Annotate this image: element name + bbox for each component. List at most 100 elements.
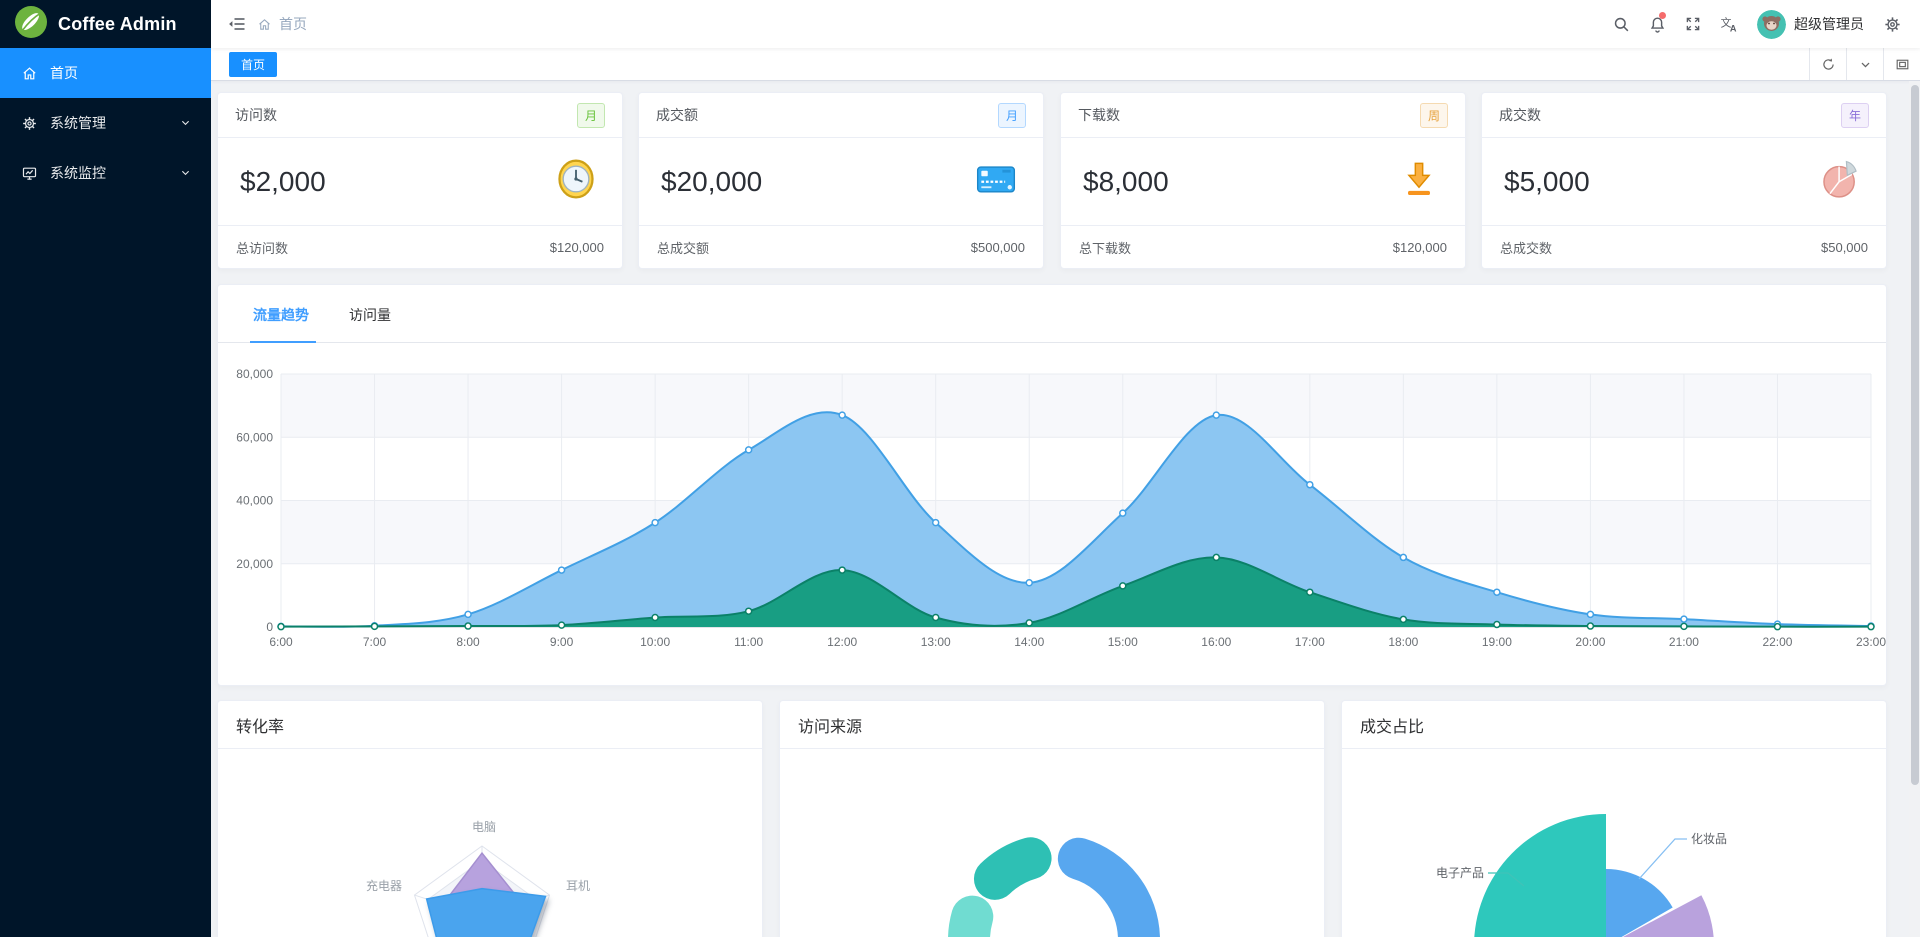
scrollbar-thumb[interactable]	[1911, 85, 1919, 785]
stat-value: $8,000	[1083, 165, 1169, 197]
refresh-tab-button[interactable]	[1809, 48, 1846, 80]
main-area: 首页 超级管	[211, 0, 1920, 937]
svg-text:21:00: 21:00	[1669, 635, 1699, 649]
sidebar-item-home[interactable]: 首页	[0, 48, 211, 98]
scrollbar-track[interactable]	[1909, 81, 1920, 937]
breadcrumb[interactable]: 首页	[257, 0, 307, 48]
stat-title: 访问数	[235, 107, 277, 123]
navbar-right: 超级管理员	[1603, 0, 1906, 48]
home-icon	[257, 17, 272, 32]
stat-footer-value: $500,000	[970, 239, 1025, 255]
tags-controls	[1809, 48, 1920, 80]
tab-traffic-trend[interactable]: 流量趋势	[253, 307, 309, 323]
stat-footer-value: $50,000	[1821, 239, 1868, 255]
tags-view-bar: 首页	[211, 48, 1920, 81]
stat-value: $20,000	[661, 165, 763, 197]
sidebar-item-label: 首页	[50, 65, 78, 81]
svg-text:6:00: 6:00	[269, 635, 293, 649]
chart-tabs: 流量趋势 访问量	[218, 285, 1886, 343]
sidebar-item-system-monitor[interactable]: 系统监控	[0, 148, 211, 198]
svg-text:10:00: 10:00	[640, 635, 670, 649]
svg-text:耳机: 耳机	[566, 879, 590, 893]
svg-text:80,000: 80,000	[236, 367, 273, 381]
stat-value: $2,000	[240, 165, 326, 197]
card-title: 访问来源	[780, 701, 1324, 749]
chevron-down-icon	[1857, 56, 1874, 73]
svg-text:60,000: 60,000	[236, 430, 273, 444]
stat-value: $5,000	[1504, 165, 1590, 197]
svg-text:化妆品: 化妆品	[1691, 832, 1727, 846]
brand-logo-row[interactable]: Coffee Admin	[0, 0, 211, 48]
stat-card-deals: 成交数 年 $5,000 总成交数 $50,000	[1481, 92, 1887, 269]
sidebar-fold-button[interactable]	[221, 9, 253, 39]
spring-leaf-icon	[14, 5, 48, 44]
gear-icon	[1883, 15, 1902, 34]
stat-title: 下载数	[1078, 107, 1120, 123]
top-navbar: 首页 超级管	[211, 0, 1920, 48]
breadcrumb-current: 首页	[279, 16, 307, 32]
fullscreen-button[interactable]	[1675, 0, 1711, 48]
tab-visits[interactable]: 访问量	[349, 307, 391, 323]
fullscreen-icon	[1684, 15, 1702, 33]
conversion-rate-card: 转化率 电脑 耳机 充电器	[217, 700, 763, 937]
stat-title: 成交额	[656, 107, 698, 123]
maximize-content-button[interactable]	[1883, 48, 1920, 80]
brand-name: Coffee Admin	[58, 13, 177, 34]
svg-text:20,000: 20,000	[236, 557, 273, 571]
card-title: 成交占比	[1342, 701, 1886, 749]
stat-footer-label: 总成交额	[657, 240, 710, 256]
avatar[interactable]	[1757, 9, 1786, 39]
svg-text:7:00: 7:00	[363, 635, 387, 649]
username[interactable]: 超级管理员	[1794, 16, 1864, 32]
pie-icon	[1818, 157, 1862, 206]
sidebar-item-system-admin[interactable]: 系统管理	[0, 98, 211, 148]
stat-card-visits: 访问数 月 $2,000 总访问数 $120,000	[217, 92, 623, 269]
search-button[interactable]	[1603, 0, 1639, 48]
stat-footer-label: 总访问数	[236, 240, 289, 256]
svg-text:13:00: 13:00	[921, 635, 951, 649]
language-button[interactable]	[1711, 0, 1747, 48]
maximize-icon	[1894, 56, 1911, 73]
svg-text:12:00: 12:00	[827, 635, 857, 649]
bank-card-icon	[973, 157, 1019, 206]
svg-text:15:00: 15:00	[1108, 635, 1138, 649]
sidebar-item-label: 系统监控	[50, 165, 106, 181]
svg-text:19:00: 19:00	[1482, 635, 1512, 649]
period-badge: 年	[1840, 102, 1869, 128]
sidebar-item-label: 系统管理	[50, 115, 106, 131]
deal-share-card: 成交占比 电子产品 化妆品	[1341, 700, 1887, 937]
stat-card-downloads: 下载数 周 $8,000 总下载数 $120,000	[1060, 92, 1466, 269]
deal-share-pie-chart[interactable]: 电子产品 化妆品	[1342, 749, 1886, 937]
chevron-down-icon	[178, 115, 193, 130]
svg-text:9:00: 9:00	[550, 635, 574, 649]
notifications-button[interactable]	[1639, 0, 1675, 48]
tab-home[interactable]: 首页	[229, 52, 278, 77]
stat-footer-label: 总成交数	[1500, 240, 1553, 256]
sidebar: Coffee Admin 首页 系统管理 系统监控	[0, 0, 211, 937]
svg-text:11:00: 11:00	[734, 635, 763, 649]
refresh-icon	[1820, 56, 1837, 73]
fold-icon	[227, 14, 247, 34]
svg-text:17:00: 17:00	[1295, 635, 1325, 649]
stat-footer-label: 总下载数	[1079, 240, 1132, 256]
svg-text:电脑: 电脑	[472, 820, 496, 834]
active-tab-underline	[250, 341, 316, 343]
traffic-area-chart[interactable]: 0 20,000 40,000 60,000 80,000 6:00 7:00 8:00 9:0…	[218, 353, 1886, 683]
tabs-menu-button[interactable]	[1846, 48, 1883, 80]
svg-text:18:00: 18:00	[1388, 635, 1418, 649]
svg-text:8:00: 8:00	[456, 635, 480, 649]
period-badge: 月	[997, 102, 1026, 128]
visit-source-donut-chart[interactable]	[780, 749, 1324, 937]
svg-text:40,000: 40,000	[236, 494, 273, 508]
visit-source-card: 访问来源	[779, 700, 1325, 937]
download-icon	[1397, 157, 1441, 206]
settings-button[interactable]	[1878, 0, 1906, 48]
svg-text:23:00: 23:00	[1856, 635, 1886, 649]
traffic-trend-card: 流量趋势 访问量 0 20,000 40,000 60,000 80,000 6:00 7:…	[217, 284, 1887, 686]
home-icon	[21, 65, 38, 82]
chevron-down-icon	[178, 165, 193, 180]
stat-footer-value: $120,000	[549, 239, 604, 255]
stat-title: 成交数	[1499, 107, 1541, 123]
